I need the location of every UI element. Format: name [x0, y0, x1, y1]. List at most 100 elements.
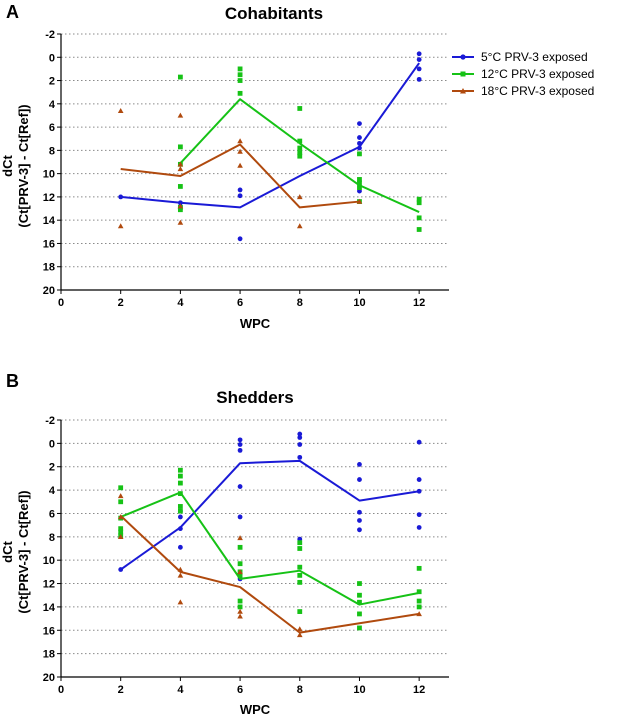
panel-b-series-12c: [118, 467, 422, 631]
data-point-5c: [237, 442, 243, 447]
x-tick-label: 10: [353, 684, 365, 696]
data-point-5c: [416, 66, 422, 72]
data-point-5c: [357, 121, 362, 126]
panel-a-letter: A: [6, 2, 19, 22]
data-point-18c: [177, 599, 184, 605]
data-point-12c: [297, 572, 303, 578]
data-point-12c: [177, 508, 183, 514]
data-point-5c: [416, 51, 422, 57]
data-point-12c: [416, 196, 422, 202]
data-point-5c: [177, 544, 183, 550]
data-point-5c: [237, 187, 243, 193]
data-point-12c: [237, 72, 243, 78]
x-tick-label: 6: [237, 684, 243, 696]
data-point-5c: [177, 526, 183, 532]
series-line-18c: [120, 515, 420, 634]
data-point-18c: [237, 535, 243, 541]
x-tick-label: 2: [118, 297, 124, 309]
legend-item-12c: 12°C PRV-3 exposed: [452, 67, 594, 81]
panel-b-series-5c: [118, 431, 422, 582]
data-point-18c: [237, 148, 243, 154]
data-point-5c: [297, 454, 303, 460]
data-point-5c: [118, 194, 124, 200]
series-line-18c: [120, 143, 360, 209]
data-point-12c: [237, 598, 243, 604]
data-point-18c: [177, 219, 184, 225]
y-tick-label: 18: [43, 262, 55, 274]
legend-label-5c: 5°C PRV-3 exposed: [481, 50, 588, 64]
data-point-5c: [357, 461, 362, 467]
y-tick-label: 2: [49, 462, 55, 474]
data-point-12c: [297, 579, 303, 585]
data-point-12c: [416, 598, 422, 604]
x-tick-label: 4: [177, 684, 184, 696]
data-point-5c: [416, 76, 422, 82]
panel-a-xlabel: WPC: [240, 316, 271, 331]
data-point-12c: [297, 138, 303, 144]
data-point-5c: [416, 439, 422, 445]
panel-b-series-18c: [117, 493, 422, 638]
data-point-5c: [237, 484, 243, 489]
data-point-12c: [357, 611, 362, 617]
x-tick-label: 2: [118, 684, 124, 696]
data-point-12c: [237, 572, 243, 578]
y-tick-label: 16: [43, 238, 55, 250]
data-point-12c: [237, 604, 243, 610]
data-point-5c: [237, 437, 243, 443]
y-tick-label: 20: [43, 672, 55, 684]
y-tick-label: 0: [49, 438, 55, 450]
data-point-5c: [357, 135, 362, 140]
series-line-12c: [120, 491, 420, 606]
x-tick-label: 6: [237, 297, 243, 309]
x-tick-label: 0: [58, 297, 64, 309]
panel-b-letter: B: [6, 371, 19, 391]
data-point-5c: [118, 567, 124, 572]
legend-label-12c: 12°C PRV-3 exposed: [481, 67, 594, 81]
data-point-5c: [357, 518, 362, 523]
data-point-18c: [296, 626, 303, 632]
data-point-5c: [237, 447, 243, 453]
x-tick-label: 8: [297, 297, 303, 309]
panel-b-ylabel-formula: (Ct[PRV-3] - Ct[Ref]): [16, 490, 31, 613]
panel-b-title: Shedders: [216, 388, 293, 407]
data-point-12c: [297, 609, 303, 614]
series-line-5c: [120, 62, 420, 209]
data-point-12c: [177, 144, 183, 150]
data-point-12c: [118, 526, 124, 532]
x-tick-label: 12: [413, 297, 425, 309]
data-point-12c: [297, 153, 303, 159]
y-tick-label: 14: [43, 602, 56, 614]
data-point-12c: [177, 480, 183, 486]
y-tick-label: 6: [49, 508, 55, 520]
data-point-12c: [416, 227, 422, 232]
data-point-5c: [177, 200, 183, 206]
data-point-12c: [357, 599, 362, 605]
series-line-5c: [120, 459, 420, 571]
panel-a-series-18c: [117, 108, 363, 229]
data-point-12c: [357, 151, 362, 157]
data-point-5c: [357, 140, 362, 146]
data-point-12c: [177, 74, 183, 80]
data-point-5c: [416, 477, 422, 482]
data-point-12c: [416, 200, 422, 206]
y-tick-label: -2: [45, 29, 55, 41]
data-point-18c: [416, 611, 422, 617]
data-point-5c: [416, 512, 422, 518]
data-point-18c: [177, 112, 184, 118]
data-point-18c: [237, 608, 243, 614]
panel-b-xlabel: WPC: [240, 702, 271, 717]
y-tick-label: 4: [49, 485, 56, 497]
data-point-12c: [297, 564, 303, 570]
data-point-12c: [177, 504, 183, 509]
legend: 5°C PRV-3 exposed 12°C PRV-3 exposed 18°…: [452, 50, 594, 98]
y-tick-label: 12: [43, 192, 55, 204]
x-tick-label: 0: [58, 684, 64, 696]
data-point-5c: [297, 435, 303, 440]
data-point-12c: [177, 207, 183, 213]
data-point-12c: [416, 565, 422, 571]
y-tick-label: 8: [49, 532, 55, 544]
data-point-5c: [357, 477, 362, 482]
data-point-12c: [177, 473, 183, 479]
data-point-18c: [117, 493, 124, 499]
data-point-18c: [237, 138, 243, 144]
